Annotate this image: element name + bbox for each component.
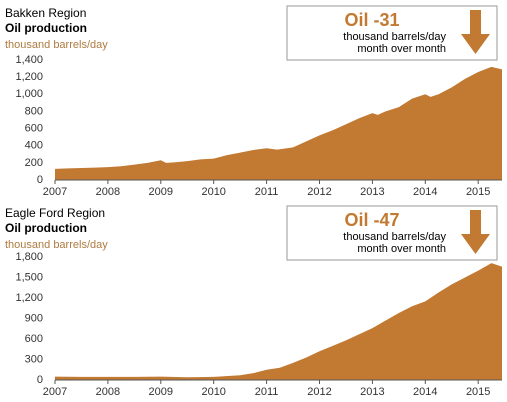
x-tick-label: 2007	[43, 186, 67, 198]
y-tick-label: 900	[25, 312, 43, 324]
area	[55, 66, 502, 180]
chart-title: Bakken Region	[5, 6, 86, 20]
y-tick-label: 1,000	[15, 88, 43, 100]
x-tick-label: 2013	[360, 186, 384, 198]
x-tick-label: 2009	[149, 186, 173, 198]
y-tick-label: 1,400	[15, 54, 43, 66]
callout-line: month over month	[357, 243, 446, 255]
y-tick-label: 1,200	[15, 292, 43, 304]
y-tick-label: 1,500	[15, 271, 43, 283]
x-tick-label: 2015	[466, 186, 490, 198]
y-tick-label: 200	[25, 157, 43, 169]
x-tick-label: 2015	[466, 386, 490, 398]
x-tick-label: 2012	[307, 386, 331, 398]
callout-headline: Oil -31	[344, 10, 399, 30]
chart-subtitle: Oil production	[5, 221, 87, 235]
y-tick-label: 600	[25, 333, 43, 345]
y-tick-label: 300	[25, 353, 43, 365]
y-axis-label: thousand barrels/day	[5, 39, 108, 51]
callout-box	[286, 5, 498, 61]
y-tick-label: 1,800	[15, 251, 43, 263]
area	[55, 263, 502, 380]
y-axis-label: thousand barrels/day	[5, 239, 108, 251]
x-tick-label: 2011	[255, 386, 279, 398]
x-tick-label: 2010	[201, 186, 225, 198]
y-tick-label: 0	[37, 174, 43, 186]
y-tick-label: 400	[25, 140, 43, 152]
callout-headline: Oil -47	[344, 210, 399, 230]
callout-line: month over month	[357, 43, 446, 55]
down-arrow	[461, 210, 490, 254]
y-tick-label: 800	[25, 105, 43, 117]
x-tick-label: 2014	[413, 386, 437, 398]
y-tick-label: 1,200	[15, 71, 43, 83]
chart-title: Eagle Ford Region	[5, 206, 105, 220]
x-tick-label: 2010	[201, 386, 225, 398]
y-tick-label: 600	[25, 122, 43, 134]
callout-line: thousand barrels/day	[343, 31, 446, 43]
x-tick-label: 2014	[413, 186, 437, 198]
x-tick-label: 2012	[307, 186, 331, 198]
down-arrow	[461, 10, 490, 54]
x-tick-label: 2008	[96, 186, 120, 198]
callout-line: thousand barrels/day	[343, 231, 446, 243]
x-tick-label: 2013	[360, 386, 384, 398]
x-tick-label: 2011	[255, 186, 279, 198]
x-tick-label: 2008	[96, 386, 120, 398]
callout-box	[286, 205, 498, 261]
chart-subtitle: Oil production	[5, 21, 87, 35]
x-tick-label: 2009	[149, 386, 173, 398]
x-tick-label: 2007	[43, 386, 67, 398]
y-tick-label: 0	[37, 374, 43, 386]
